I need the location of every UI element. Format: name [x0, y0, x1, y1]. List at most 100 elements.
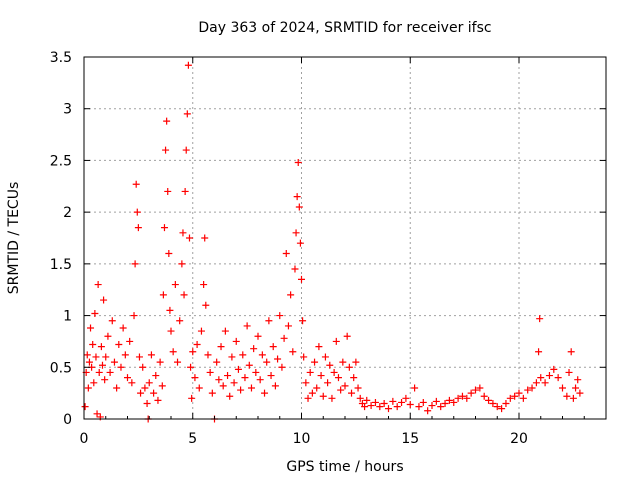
data-point: [330, 368, 338, 376]
data-point: [174, 358, 182, 366]
data-point: [169, 348, 177, 356]
data-point: [206, 368, 214, 376]
data-point: [565, 368, 573, 376]
data-point: [376, 403, 384, 411]
data-point: [108, 317, 116, 325]
data-point: [341, 382, 349, 390]
data-point: [132, 180, 140, 188]
data-point: [100, 296, 108, 304]
data-point: [133, 208, 141, 216]
data-point: [131, 260, 139, 268]
data-point: [304, 394, 312, 402]
data-point: [81, 403, 89, 411]
data-point: [550, 365, 558, 373]
ticks-layer: [83, 56, 607, 420]
data-point: [263, 358, 271, 366]
data-point: [130, 312, 138, 320]
data-point: [193, 341, 201, 349]
data-point: [445, 396, 453, 404]
data-point: [348, 389, 356, 397]
data-point: [90, 379, 98, 387]
data-point: [162, 146, 170, 154]
y-tick-label: 0.5: [50, 360, 72, 376]
data-point: [493, 403, 501, 411]
data-point: [402, 394, 410, 402]
data-point: [269, 343, 277, 351]
data-point: [95, 368, 103, 376]
data-point: [89, 341, 97, 349]
data-point: [191, 374, 199, 382]
data-point: [541, 379, 549, 387]
data-point: [243, 322, 251, 330]
data-point: [208, 389, 216, 397]
y-tick-label: 2.5: [50, 153, 72, 169]
data-point: [232, 337, 240, 345]
data-point: [183, 110, 191, 118]
data-point: [181, 187, 189, 195]
data-point: [284, 322, 292, 330]
data-point: [252, 368, 260, 376]
y-axis-label: SRMTID / TECUs: [6, 182, 22, 295]
data-point: [141, 384, 149, 392]
data-point: [569, 394, 577, 402]
data-point: [224, 372, 232, 380]
data-point: [258, 351, 266, 359]
data-point: [385, 405, 392, 413]
data-point: [350, 374, 358, 382]
y-tick-label: 3: [63, 102, 72, 118]
data-point: [363, 396, 371, 404]
data-point: [147, 351, 155, 359]
data-point: [321, 353, 329, 361]
data-point: [274, 355, 282, 363]
data-point: [334, 374, 342, 382]
data-point: [326, 361, 334, 369]
data-point: [532, 379, 540, 387]
data-point: [454, 394, 462, 402]
data-point: [213, 358, 221, 366]
data-point: [113, 384, 121, 392]
data-point: [437, 403, 445, 411]
data-point: [150, 389, 158, 397]
data-point: [319, 392, 327, 400]
data-point: [371, 398, 379, 406]
data-point: [250, 345, 258, 353]
grid-layer: [84, 57, 606, 419]
data-point: [308, 389, 316, 397]
data-point: [406, 401, 414, 409]
data-point: [302, 379, 310, 387]
data-point: [441, 399, 449, 407]
data-point: [313, 384, 321, 392]
data-point: [256, 376, 264, 384]
data-point: [292, 229, 300, 237]
data-point: [411, 384, 419, 392]
data-point: [102, 353, 110, 361]
data-point: [337, 386, 345, 394]
data-point: [498, 405, 506, 413]
data-point: [419, 398, 427, 406]
data-point: [85, 358, 93, 366]
data-point: [163, 117, 171, 125]
data-point: [143, 399, 151, 407]
data-point: [361, 403, 369, 411]
data-point: [164, 187, 172, 195]
data-point: [180, 291, 188, 299]
data-point: [234, 365, 242, 373]
data-point: [271, 382, 279, 390]
data-point: [315, 343, 323, 351]
data-point: [104, 332, 112, 340]
x-tick-label: 0: [80, 431, 89, 447]
data-point: [176, 317, 184, 325]
data-point: [398, 398, 406, 406]
data-point: [245, 361, 253, 369]
data-point: [178, 260, 186, 268]
y-tick-label: 2: [63, 205, 72, 221]
data-point: [506, 394, 514, 402]
data-point: [485, 396, 493, 404]
data-point: [545, 372, 553, 380]
x-axis-label: GPS time / hours: [286, 459, 403, 475]
data-point: [179, 229, 187, 237]
data-point: [139, 363, 147, 371]
y-tick-labels: 0 0.5 1 1.5 2 2.5 3 3.5: [50, 50, 72, 428]
x-tick-label: 20: [510, 431, 528, 447]
